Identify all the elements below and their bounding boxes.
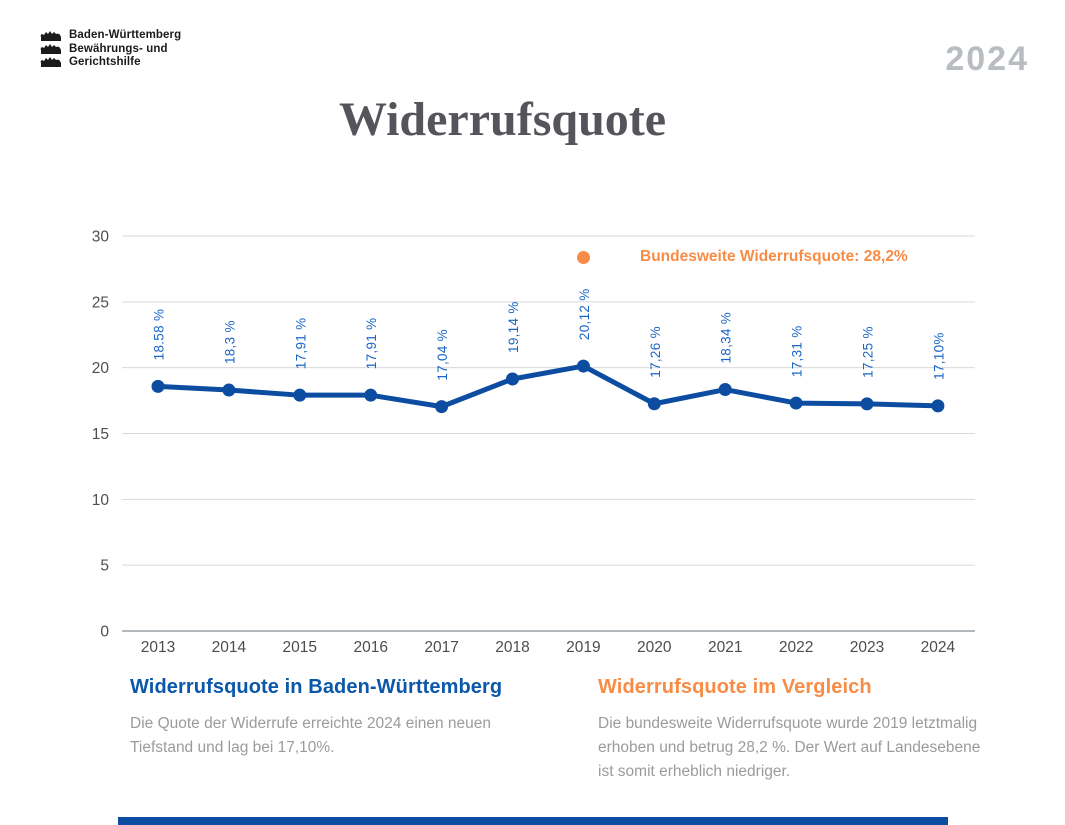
- y-tick-label: 20: [92, 360, 110, 377]
- x-tick-label: 2018: [495, 639, 529, 656]
- data-point: [151, 379, 165, 393]
- bw-coat-of-arms-icon: [40, 29, 62, 67]
- data-point-label: 18,34 %: [719, 312, 734, 364]
- section-vergleich: Widerrufsquote im Vergleich Die bundeswe…: [598, 676, 990, 784]
- section-left-heading: Widerrufsquote in Baden-Württemberg: [130, 676, 503, 698]
- x-tick-label: 2021: [708, 639, 742, 656]
- section-left-body: Die Quote der Widerrufe erreichte 2024 e…: [130, 715, 492, 756]
- data-point: [647, 397, 661, 411]
- data-point-label: 17,26 %: [648, 326, 663, 378]
- legend-label: Bundesweite Widerrufsquote: 28,2%: [640, 248, 908, 265]
- data-point: [860, 397, 874, 411]
- chart-legend: Bundesweite Widerrufsquote: 28,2%: [577, 248, 908, 266]
- y-tick-label: 5: [100, 558, 109, 575]
- x-tick-label: 2017: [424, 639, 458, 656]
- data-point-label: 20,12 %: [577, 288, 592, 340]
- x-tick-label: 2013: [141, 639, 175, 656]
- data-point-label: 17,91 %: [293, 318, 308, 370]
- x-tick-label: 2014: [212, 639, 247, 656]
- data-point-label: 19,14 %: [506, 301, 521, 353]
- data-point-label: 17,04 %: [435, 329, 450, 381]
- year-label: 2024: [945, 40, 1029, 78]
- legend-dot-icon: [577, 250, 590, 264]
- x-tick-label: 2020: [637, 639, 672, 656]
- data-point: [931, 399, 945, 413]
- data-point: [576, 359, 590, 373]
- logo-line-2: Bewährungs- und: [69, 42, 168, 55]
- data-point: [789, 396, 803, 410]
- logo: Baden-Württemberg Bewährungs- und Gerich…: [40, 29, 181, 70]
- data-point: [364, 388, 378, 402]
- y-tick-label: 15: [92, 426, 109, 443]
- y-tick-label: 25: [92, 294, 109, 311]
- logo-text: Baden-Württemberg Bewährungs- und Gerich…: [69, 29, 181, 70]
- data-point: [435, 400, 449, 414]
- section-right-body: Die bundesweite Widerrufsquote wurde 201…: [598, 715, 981, 780]
- data-point-label: 17,25 %: [861, 326, 876, 378]
- x-tick-label: 2019: [566, 639, 600, 656]
- data-point: [718, 383, 732, 397]
- section-right-heading: Widerrufsquote im Vergleich: [598, 676, 872, 698]
- x-tick-label: 2024: [921, 639, 956, 656]
- data-point-label: 18.58 %: [152, 309, 167, 361]
- data-point: [506, 372, 519, 386]
- footer-accent-bar: [118, 817, 948, 825]
- y-tick-label: 10: [92, 492, 110, 509]
- data-point-label: 18,3 %: [222, 320, 237, 364]
- y-tick-label: 30: [92, 229, 110, 246]
- data-point-label: 17,10%: [931, 332, 946, 380]
- page-title: Widerrufsquote: [338, 93, 667, 146]
- x-tick-label: 2016: [353, 639, 387, 656]
- section-baden-wuerttemberg: Widerrufsquote in Baden-Württemberg Die …: [130, 676, 530, 760]
- y-tick-label: 0: [100, 624, 109, 641]
- x-tick-label: 2015: [283, 639, 317, 656]
- x-tick-label: 2023: [850, 639, 884, 656]
- data-point-label: 17,91 %: [364, 318, 379, 370]
- data-point: [222, 383, 236, 397]
- x-tick-label: 2022: [779, 639, 813, 656]
- logo-line-3: Gerichtshilfe: [69, 56, 141, 68]
- logo-line-1: Baden-Württemberg: [69, 29, 182, 41]
- data-line: [155, 363, 941, 410]
- data-point: [293, 388, 307, 402]
- data-point-label: 17,31 %: [790, 325, 805, 377]
